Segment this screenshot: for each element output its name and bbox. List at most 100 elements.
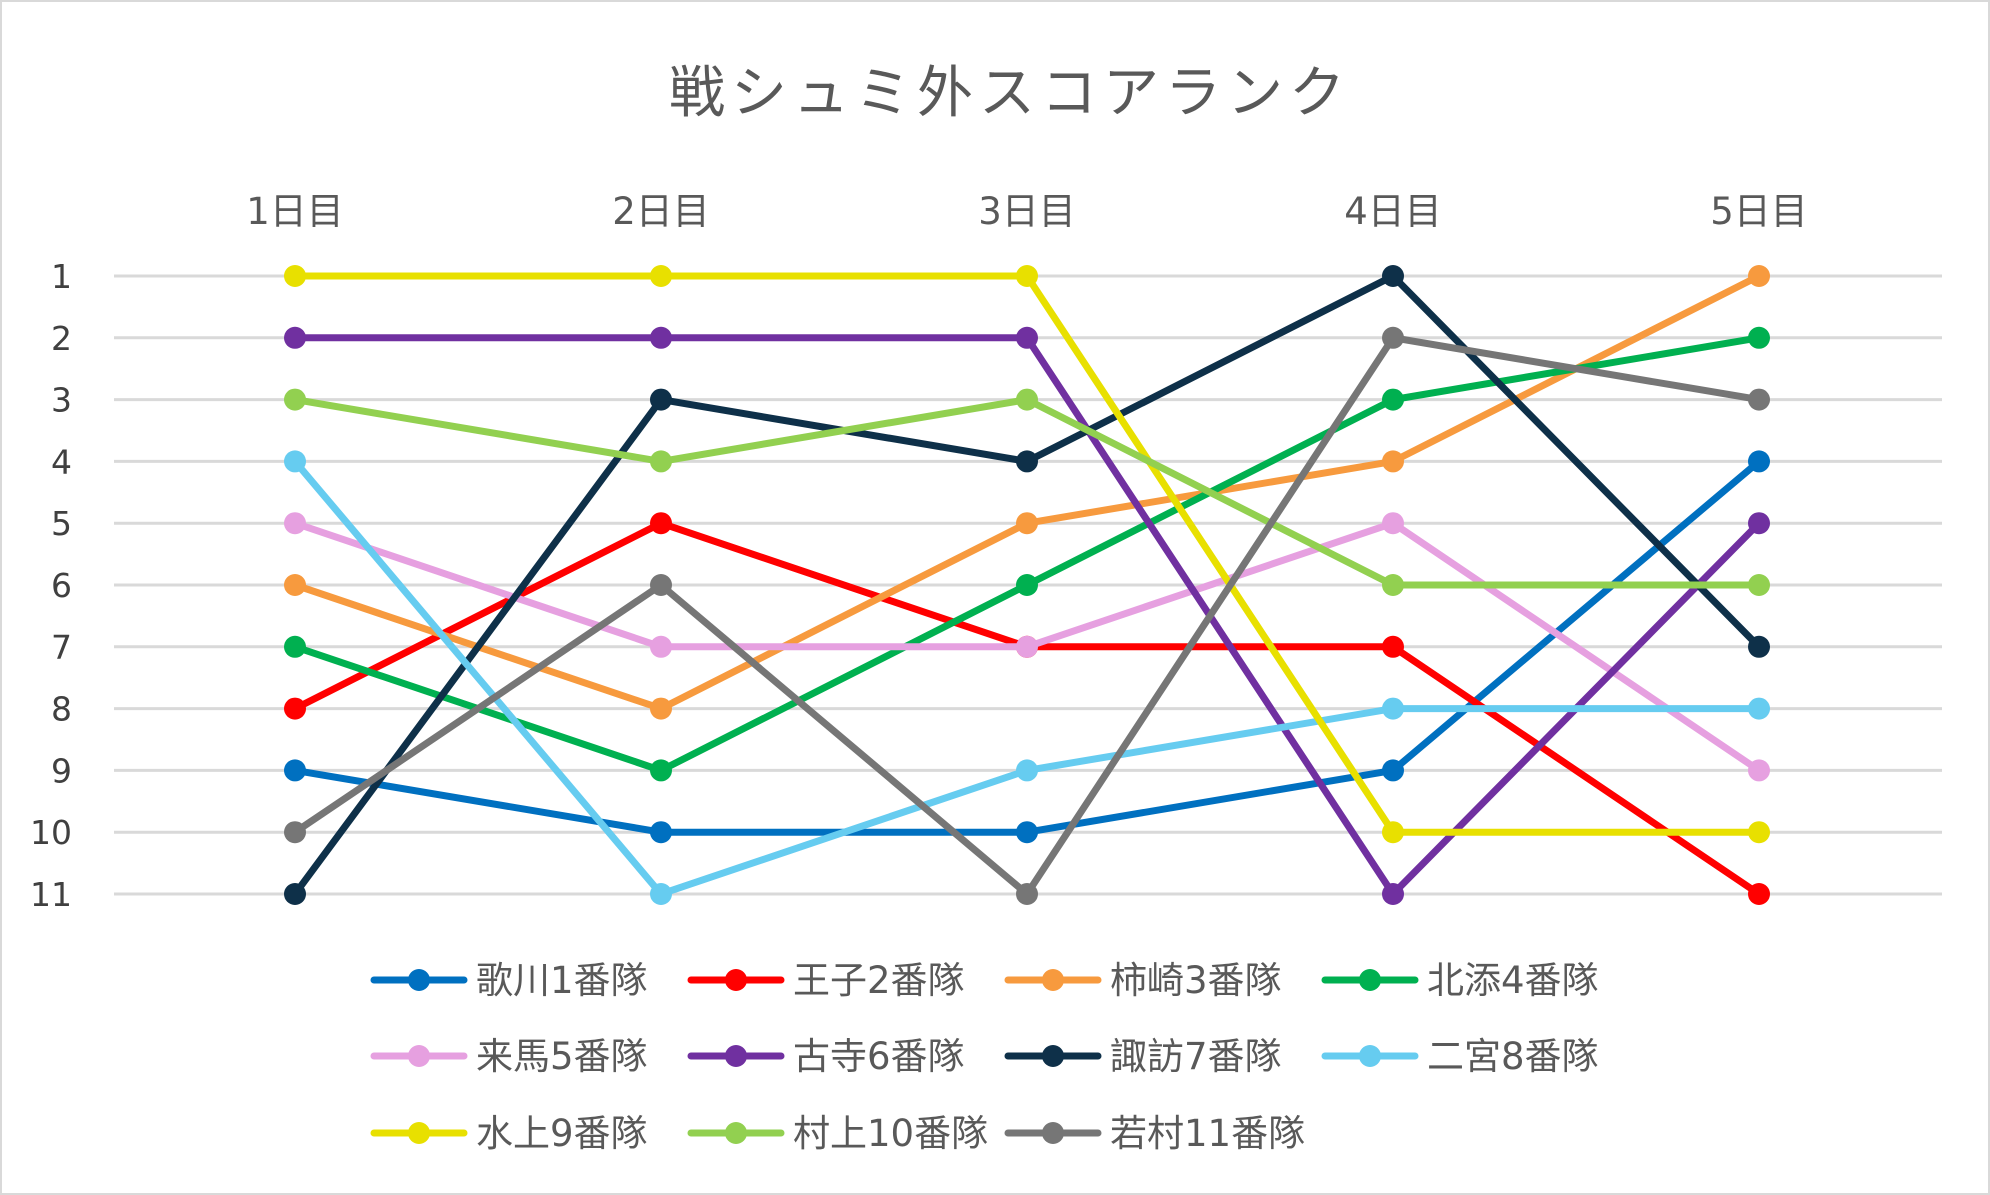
series-line	[284, 326, 1770, 905]
data-point	[1382, 512, 1404, 535]
data-point	[1382, 883, 1404, 905]
y-tick-label: 7	[51, 628, 72, 667]
data-point	[1016, 574, 1038, 596]
data-point	[650, 759, 672, 782]
x-category-label: 4日目	[1344, 190, 1442, 233]
legend-swatch-marker	[1042, 1122, 1064, 1144]
x-category-label: 5日目	[1710, 190, 1808, 233]
series-line	[284, 450, 1770, 905]
data-point	[284, 326, 306, 349]
x-category-label: 1日目	[246, 190, 344, 233]
legend-item: 来馬5番隊	[370, 1035, 648, 1078]
data-point	[1748, 326, 1770, 349]
data-point	[1382, 450, 1404, 473]
legend-label: 村上10番隊	[793, 1112, 988, 1155]
legend-swatch-marker	[725, 1122, 747, 1144]
chart-title: 戦シュミ外スコアランク	[669, 61, 1351, 126]
data-point	[284, 574, 306, 596]
data-point	[284, 265, 306, 287]
y-tick-label: 6	[51, 566, 72, 605]
data-point	[1382, 574, 1404, 596]
data-point	[1016, 265, 1038, 287]
legend-label: 来馬5番隊	[476, 1035, 648, 1078]
y-tick-label: 8	[51, 690, 72, 729]
series-line	[284, 265, 1770, 844]
data-point	[1748, 635, 1770, 658]
data-point	[650, 697, 672, 720]
data-point	[1016, 512, 1038, 535]
legend-swatch-marker	[408, 1122, 430, 1144]
legend-label: 王子2番隊	[793, 959, 965, 1002]
legend-label: 若村11番隊	[1110, 1112, 1305, 1155]
legend-swatch-marker	[1042, 969, 1064, 991]
y-tick-label: 3	[51, 381, 72, 420]
y-tick-label: 10	[30, 813, 72, 852]
legend-item: 村上10番隊	[687, 1112, 988, 1155]
data-point	[284, 883, 306, 905]
data-point	[1016, 635, 1038, 658]
y-tick-label: 1	[51, 257, 72, 296]
y-tick-label: 5	[51, 504, 72, 543]
legend-item: 諏訪7番隊	[1004, 1035, 1282, 1078]
legend-label: 二宮8番隊	[1427, 1035, 1599, 1078]
legend-item: 水上9番隊	[370, 1112, 648, 1155]
legend-item: 柿崎3番隊	[1004, 959, 1282, 1002]
legend-item: 北添4番隊	[1321, 959, 1599, 1002]
y-tick-label: 9	[51, 751, 72, 790]
data-point	[284, 821, 306, 844]
y-tick-label: 4	[51, 442, 72, 481]
data-point	[284, 635, 306, 658]
data-point	[1382, 265, 1404, 287]
legend-swatch-marker	[408, 1045, 430, 1067]
data-point	[1748, 574, 1770, 596]
data-point	[1748, 759, 1770, 782]
y-tick-label: 11	[30, 875, 72, 914]
data-point	[1016, 326, 1038, 349]
data-point	[650, 265, 672, 287]
legend-label: 諏訪7番隊	[1110, 1035, 1282, 1078]
series-line	[284, 388, 1770, 596]
data-point	[1382, 821, 1404, 844]
legend-item: 歌川1番隊	[370, 959, 648, 1002]
legend-swatch-marker	[1359, 969, 1381, 991]
data-point	[1016, 821, 1038, 844]
series-line	[284, 326, 1770, 905]
data-point	[1016, 450, 1038, 473]
data-point	[1748, 388, 1770, 411]
data-point	[1748, 883, 1770, 905]
data-point	[650, 574, 672, 596]
data-point	[1016, 759, 1038, 782]
data-point	[650, 635, 672, 658]
series-line	[284, 265, 1770, 905]
data-point	[1382, 697, 1404, 720]
data-point	[650, 326, 672, 349]
series-lines	[284, 265, 1770, 905]
legend-item: 王子2番隊	[687, 959, 965, 1002]
series-line	[284, 326, 1770, 782]
series-line	[284, 450, 1770, 844]
data-point	[650, 450, 672, 473]
legend-label: 水上9番隊	[476, 1112, 648, 1155]
data-point	[1748, 450, 1770, 473]
legend-label: 古寺6番隊	[793, 1035, 965, 1078]
data-point	[284, 450, 306, 473]
legend-item: 二宮8番隊	[1321, 1035, 1599, 1078]
data-point	[650, 883, 672, 905]
data-point	[1016, 388, 1038, 411]
legend-label: 歌川1番隊	[476, 959, 648, 1002]
data-point	[284, 697, 306, 720]
data-point	[284, 512, 306, 535]
legend-label: 柿崎3番隊	[1110, 959, 1282, 1002]
data-point	[1748, 512, 1770, 535]
data-point	[1382, 388, 1404, 411]
data-point	[1748, 821, 1770, 844]
legend-swatch-marker	[1042, 1045, 1064, 1067]
data-point	[1016, 883, 1038, 905]
legend-swatch-marker	[1359, 1045, 1381, 1067]
series-line	[284, 512, 1770, 782]
data-point	[1382, 635, 1404, 658]
x-category-label: 3日目	[978, 190, 1076, 233]
